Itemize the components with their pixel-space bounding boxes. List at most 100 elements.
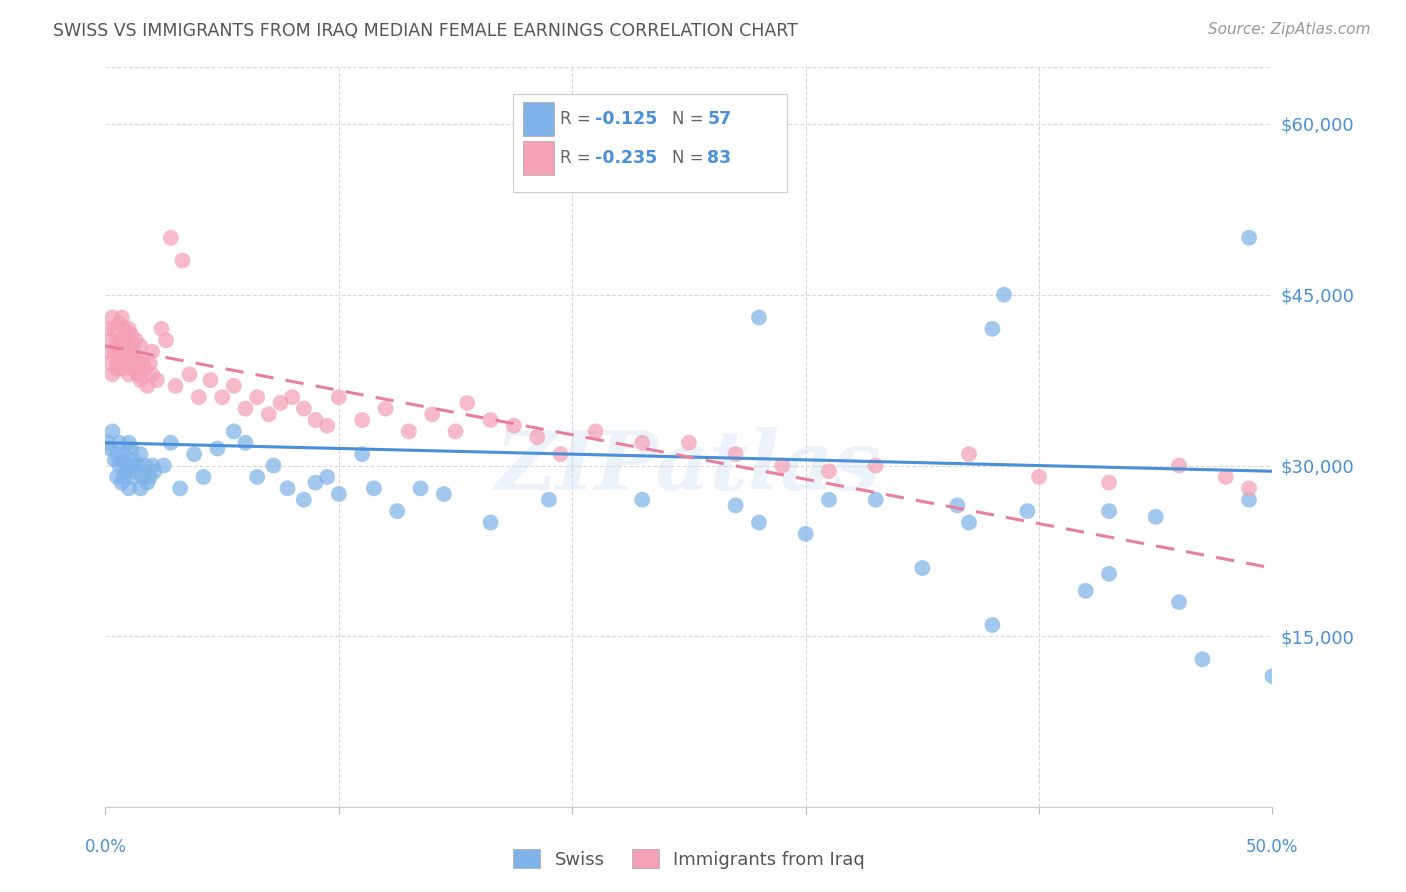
Point [118,344,141,359]
Point [101,310,124,325]
Point [420,407,443,421]
Point [159,435,181,450]
Point [115,333,138,347]
Point [631,492,654,507]
Point [159,231,181,245]
Point [1191,652,1213,666]
Point [444,425,467,439]
Point [97,344,120,359]
Point [104,453,127,467]
Point [108,356,131,370]
Point [222,425,245,439]
Point [108,458,131,473]
Point [981,618,1004,632]
Point [115,458,138,473]
Point [526,430,548,444]
Point [748,310,770,325]
Point [724,499,747,513]
Point [352,413,374,427]
Point [112,447,135,461]
Point [1028,470,1050,484]
Point [503,418,526,433]
Point [172,253,194,268]
Point [105,447,128,461]
Point [129,339,152,353]
Point [818,492,841,507]
Point [139,356,162,370]
Point [235,435,257,450]
Point [328,390,350,404]
Point [125,351,148,365]
Point [385,504,409,518]
Point [281,390,304,404]
Point [631,435,654,450]
Point [246,470,269,484]
Text: N =: N = [672,110,709,128]
Point [276,481,298,495]
Point [122,344,145,359]
Point [187,390,209,404]
Point [129,447,152,461]
Point [127,368,149,382]
Point [118,435,141,450]
Point [111,361,134,376]
Point [193,470,215,484]
Point [456,396,478,410]
Text: -0.125: -0.125 [595,110,657,128]
Point [169,481,191,495]
Point [146,373,169,387]
Point [122,361,145,376]
Text: 83: 83 [707,149,731,167]
Point [105,470,128,484]
Point [1074,583,1097,598]
Point [1215,470,1237,484]
Point [374,401,396,416]
Point [155,333,177,347]
Point [98,356,121,370]
Point [1144,509,1167,524]
Point [108,435,131,450]
Point [179,368,201,382]
Point [865,458,887,473]
Point [328,487,350,501]
Point [141,458,163,473]
Point [112,344,135,359]
Point [111,453,134,467]
Point [1237,492,1260,507]
Point [101,368,124,382]
Point [550,447,572,461]
Point [433,487,456,501]
Point [105,333,128,347]
Point [122,453,145,467]
Point [292,492,315,507]
Point [120,458,142,473]
Point [1098,566,1121,581]
Point [352,447,374,461]
Point [957,447,980,461]
Point [141,368,163,382]
Point [363,481,385,495]
Point [98,442,121,456]
Text: R =: R = [560,110,596,128]
Point [316,418,339,433]
Point [97,322,120,336]
Point [115,351,138,365]
Point [153,458,174,473]
Point [104,344,127,359]
Point [748,516,770,530]
Point [257,407,280,421]
Point [118,481,141,495]
Text: 50.0%: 50.0% [1246,838,1299,855]
Text: -0.235: -0.235 [595,149,657,167]
Point [118,368,141,382]
Point [981,322,1004,336]
Point [122,470,145,484]
Point [292,401,315,416]
Point [211,390,233,404]
Point [165,379,187,393]
Text: ZIPatlas: ZIPatlas [496,426,882,507]
Point [479,516,502,530]
Point [127,458,149,473]
Point [112,322,135,336]
Point [770,458,793,473]
